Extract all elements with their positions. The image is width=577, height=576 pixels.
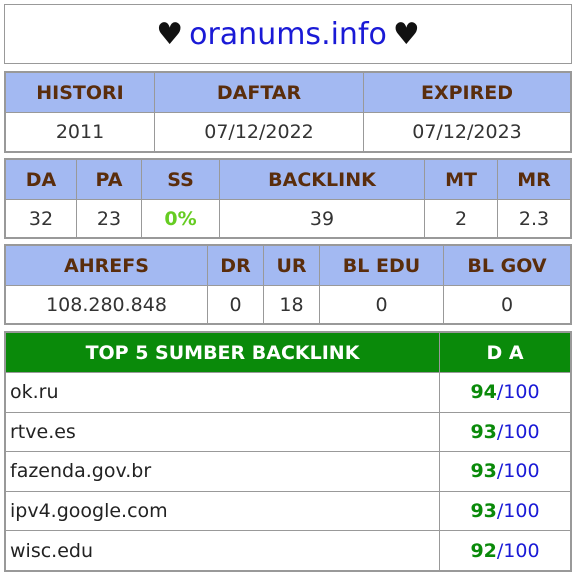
table-row: fazenda.gov.br 93/100 (5, 451, 571, 492)
value-backlink: 39 (219, 199, 425, 238)
header-top-sources: TOP 5 SUMBER BACKLINK (5, 332, 440, 373)
table-row: wisc.edu 92/100 (5, 530, 571, 571)
header-daftar: DAFTAR (154, 72, 364, 113)
da-max: /100 (496, 460, 540, 483)
backlink-da: 93/100 (439, 411, 571, 453)
value-mr: 2.3 (497, 199, 571, 238)
da-max: /100 (496, 500, 540, 523)
metrics-table: DA PA SS BACKLINK MT MR 32 23 0% 39 2 2.… (4, 158, 572, 239)
backlink-domain[interactable]: ipv4.google.com (5, 490, 440, 532)
value-daftar: 07/12/2022 (154, 112, 364, 152)
header-pa: PA (76, 159, 142, 200)
value-ss: 0% (141, 199, 220, 238)
value-da: 32 (5, 199, 77, 238)
backlink-domain[interactable]: rtve.es (5, 411, 440, 453)
value-ur: 18 (263, 285, 320, 324)
header-da-score: D A (439, 332, 571, 373)
header-expired: EXPIRED (363, 72, 571, 113)
da-value: 93 (470, 460, 497, 483)
backlink-domain[interactable]: wisc.edu (5, 530, 440, 571)
header-histori: HISTORI (5, 72, 155, 113)
header-ahrefs: AHREFS (5, 245, 208, 286)
backlink-da: 92/100 (439, 530, 571, 571)
da-value: 93 (470, 420, 497, 443)
site-title-box: ♥ oranums.info ♥ (4, 4, 572, 64)
value-pa: 23 (76, 199, 142, 238)
value-expired: 07/12/2023 (363, 112, 571, 152)
table-row: rtve.es 93/100 (5, 411, 571, 453)
header-bl-edu: BL EDU (319, 245, 444, 286)
backlink-domain[interactable]: ok.ru (5, 372, 440, 413)
da-value: 92 (470, 539, 497, 562)
da-max: /100 (496, 420, 540, 443)
value-histori: 2011 (5, 112, 155, 152)
table-row: ok.ru 94/100 (5, 372, 571, 413)
header-bl-gov: BL GOV (443, 245, 571, 286)
ahrefs-table: AHREFS DR UR BL EDU BL GOV 108.280.848 0… (4, 244, 572, 325)
da-value: 93 (470, 500, 497, 523)
backlink-da: 93/100 (439, 490, 571, 532)
header-dr: DR (207, 245, 264, 286)
da-max: /100 (496, 539, 540, 562)
da-value: 94 (470, 381, 497, 404)
value-bl-gov: 0 (443, 285, 571, 324)
heart-icon: ♥ (392, 16, 420, 52)
value-dr: 0 (207, 285, 264, 324)
value-bl-edu: 0 (319, 285, 444, 324)
heart-icon: ♥ (156, 16, 184, 52)
header-ur: UR (263, 245, 320, 286)
table-row: ipv4.google.com 93/100 (5, 490, 571, 532)
value-ahrefs: 108.280.848 (5, 285, 208, 324)
value-mt: 2 (424, 199, 498, 238)
backlink-da: 94/100 (439, 372, 571, 413)
header-ss: SS (141, 159, 220, 200)
header-mt: MT (424, 159, 498, 200)
top-backlinks-table: TOP 5 SUMBER BACKLINK D A ok.ru 94/100 r… (4, 331, 572, 572)
header-mr: MR (497, 159, 571, 200)
header-backlink: BACKLINK (219, 159, 425, 200)
header-da: DA (5, 159, 77, 200)
da-max: /100 (496, 381, 540, 404)
backlink-domain[interactable]: fazenda.gov.br (5, 451, 440, 492)
history-table: HISTORI DAFTAR EXPIRED 2011 07/12/2022 0… (4, 71, 572, 153)
site-name: oranums.info (189, 16, 387, 52)
backlink-da: 93/100 (439, 451, 571, 492)
